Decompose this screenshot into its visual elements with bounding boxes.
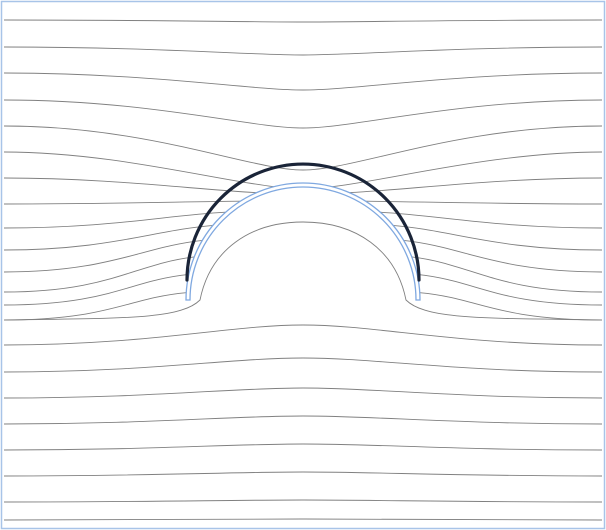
field-line-captured-left-2: [3, 177, 257, 194]
field-line-bottom-3: [3, 387, 603, 399]
field-line-captured-left-7: [3, 256, 195, 293]
field-line-captured-left-6: [3, 239, 203, 273]
field-line-top-4: [3, 99, 603, 129]
field-lines: [3, 19, 603, 521]
field-line-captured-right-1: [332, 151, 603, 188]
field-line-top-1: [3, 19, 603, 23]
field-line-bottom-5: [3, 443, 603, 451]
field-line-top-3: [3, 72, 603, 91]
field-line-bottom-4: [3, 415, 603, 425]
field-line-bottom-6: [3, 471, 603, 477]
field-line-captured-right-2: [349, 177, 603, 194]
field-line-captured-left-4: [3, 211, 226, 229]
field-line-captured-right-5: [393, 224, 603, 251]
field-line-captured-right-4: [380, 211, 603, 229]
shell-dense-flux: [185, 162, 421, 282]
field-line-captured-left-1: [3, 151, 274, 188]
field-line-top-5: [3, 125, 603, 171]
half-shell-shield: [185, 162, 421, 301]
field-line-bottom-1: [3, 324, 603, 346]
field-line-captured-right-7: [411, 256, 603, 293]
field-line-inner-dome: [3, 221, 603, 321]
field-line-bottom-2: [3, 357, 603, 373]
field-line-captured-left-8: [3, 274, 189, 306]
field-line-captured-right-8: [417, 274, 603, 306]
field-line-top-2: [3, 46, 603, 56]
field-line-bottom-7: [3, 499, 603, 503]
field-line-captured-left-5: [3, 224, 213, 251]
shell-outline: [185, 182, 421, 301]
field-line-captured-right-6: [403, 239, 603, 273]
field-line-bottom-8: [3, 518, 603, 521]
